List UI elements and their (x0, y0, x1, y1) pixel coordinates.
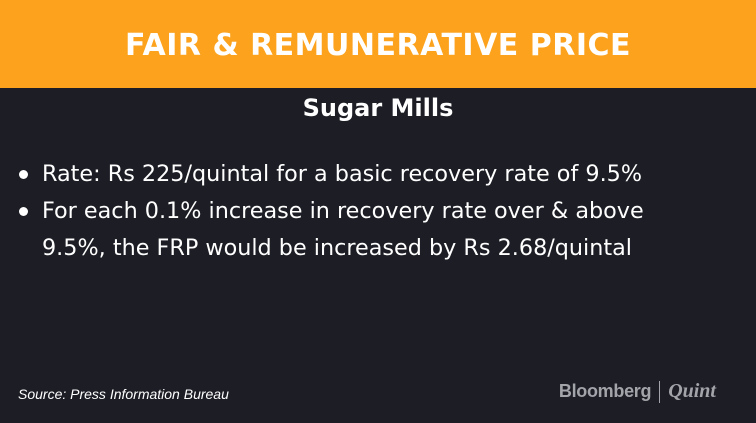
bullet-dot-icon (19, 170, 28, 179)
bullet-dot-icon (19, 207, 28, 216)
bullet-list: Rate: Rs 225/quintal for a basic recover… (16, 156, 746, 267)
bullet-item-rate: Rate: Rs 225/quintal for a basic recover… (16, 156, 746, 193)
brand-divider (659, 380, 661, 403)
brand-logo-sub: Quint (668, 380, 716, 402)
header-banner: FAIR & REMUNERATIVE PRICE (0, 0, 756, 88)
bullet-item-increase: For each 0.1% increase in recovery rate … (16, 193, 746, 267)
section-subtitle: Sugar Mills (302, 94, 454, 122)
source-credit: Source: Press Information Bureau (18, 386, 229, 402)
page-title: FAIR & REMUNERATIVE PRICE (124, 27, 632, 63)
bullet-text-line: For each 0.1% increase in recovery rate … (42, 198, 644, 224)
brand-logo: Bloomberg Quint (559, 380, 716, 403)
bullet-text-line: 9.5%, the FRP would be increased by Rs 2… (42, 235, 632, 261)
brand-logo-main: Bloomberg (558, 381, 652, 401)
bullet-text-line: Rate: Rs 225/quintal for a basic recover… (42, 161, 643, 187)
